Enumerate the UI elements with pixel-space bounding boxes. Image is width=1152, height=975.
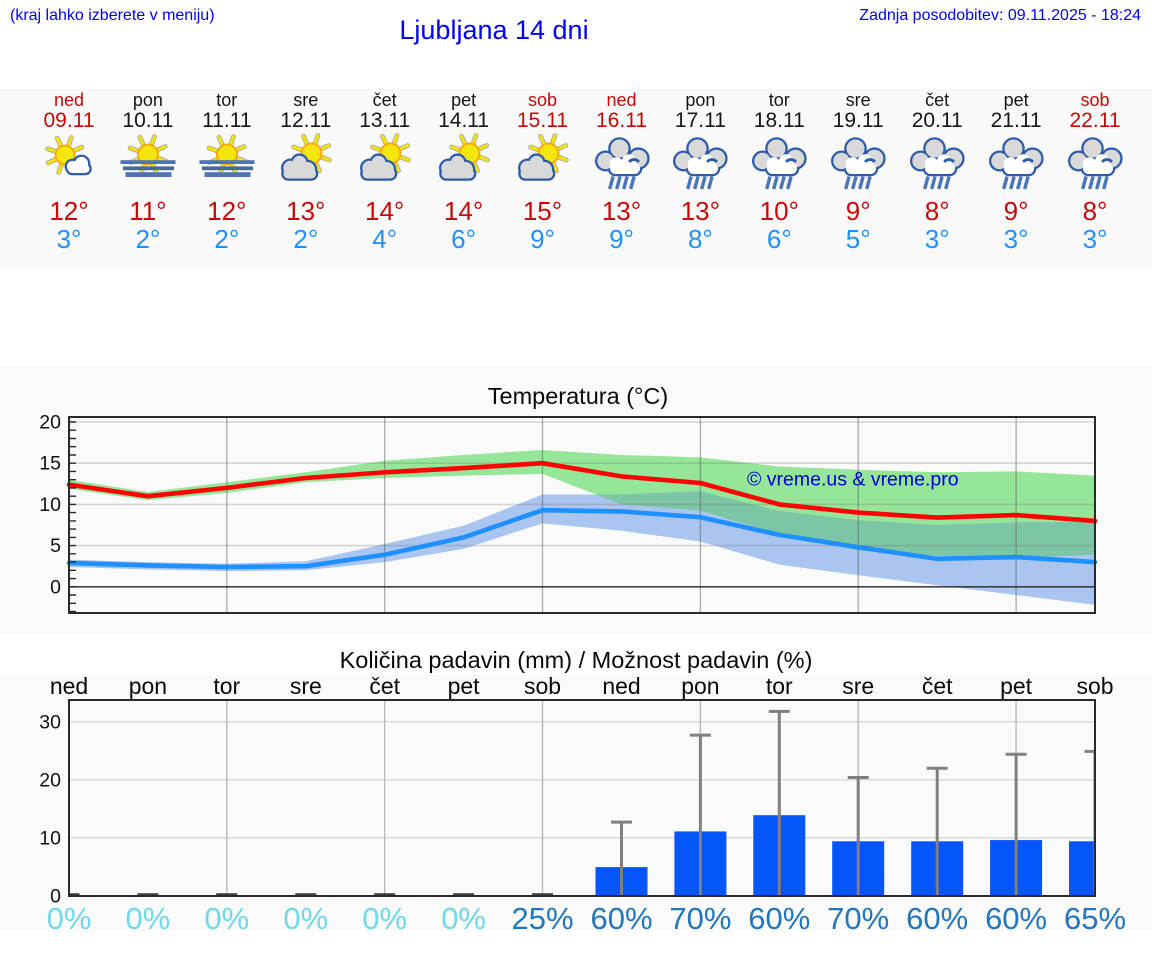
svg-text:Temperatura (°C): Temperatura (°C) (488, 383, 668, 409)
svg-text:pet: pet (448, 675, 481, 699)
svg-text:0%: 0% (125, 901, 170, 931)
svg-text:15: 15 (39, 453, 61, 475)
svg-text:sre: sre (290, 675, 322, 699)
svg-text:čet: čet (369, 675, 400, 699)
svg-text:tor: tor (766, 675, 793, 699)
svg-text:65%: 65% (1064, 901, 1126, 931)
svg-text:0: 0 (50, 885, 61, 907)
svg-text:60%: 60% (590, 901, 652, 931)
svg-text:0%: 0% (204, 901, 249, 931)
svg-text:60%: 60% (748, 901, 810, 931)
svg-text:sob: sob (1076, 675, 1113, 699)
svg-text:0%: 0% (441, 901, 486, 931)
svg-text:0%: 0% (283, 901, 328, 931)
svg-text:tor: tor (213, 675, 240, 699)
svg-text:5: 5 (50, 535, 61, 557)
svg-text:20: 20 (39, 412, 61, 434)
svg-text:sob: sob (524, 675, 561, 699)
svg-text:0%: 0% (362, 901, 407, 931)
svg-text:10: 10 (39, 827, 61, 849)
svg-text:čet: čet (922, 675, 953, 699)
svg-text:0%: 0% (47, 901, 92, 931)
svg-text:pon: pon (129, 675, 167, 699)
svg-text:70%: 70% (669, 901, 731, 931)
svg-text:10: 10 (39, 494, 61, 516)
svg-text:pet: pet (1000, 675, 1033, 699)
svg-text:ned: ned (50, 675, 88, 699)
svg-text:70%: 70% (827, 901, 889, 931)
svg-text:0: 0 (50, 576, 61, 598)
svg-text:sre: sre (842, 675, 874, 699)
svg-text:ned: ned (602, 675, 640, 699)
svg-text:20: 20 (39, 769, 61, 791)
svg-text:60%: 60% (906, 901, 968, 931)
svg-text:30: 30 (39, 711, 61, 733)
svg-text:pon: pon (681, 675, 719, 699)
svg-text:25%: 25% (511, 901, 573, 931)
svg-text:60%: 60% (985, 901, 1047, 931)
svg-text:© vreme.us & vreme.pro: © vreme.us & vreme.pro (747, 469, 959, 491)
